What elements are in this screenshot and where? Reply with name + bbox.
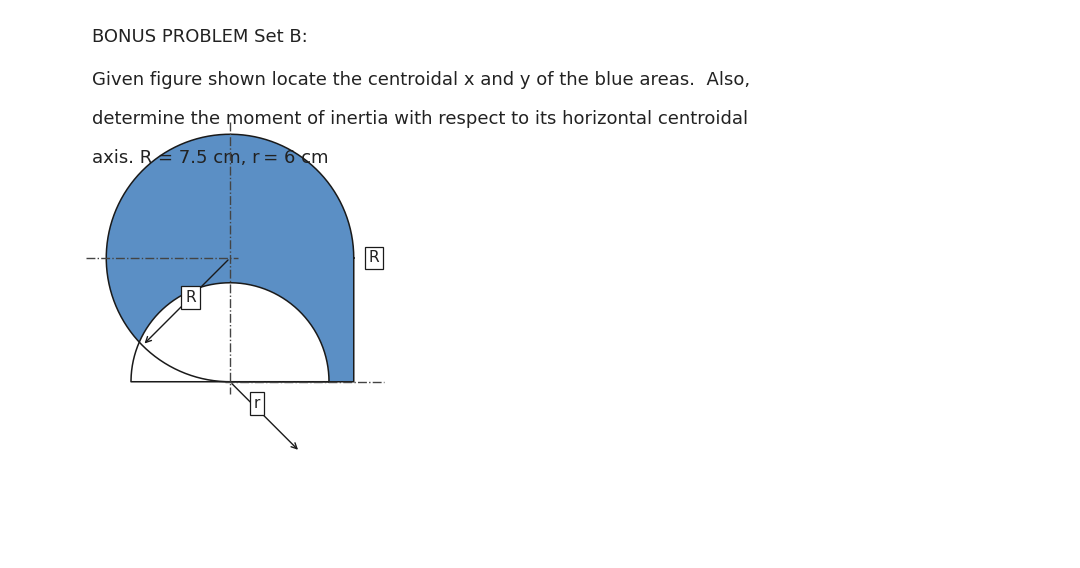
Text: BONUS PROBLEM Set B:: BONUS PROBLEM Set B: [92, 28, 308, 46]
Text: axis. R = 7.5 cm, r = 6 cm: axis. R = 7.5 cm, r = 6 cm [92, 149, 328, 167]
Text: r: r [254, 396, 260, 411]
Text: R: R [186, 290, 195, 305]
Text: Given figure shown locate the centroidal x and y of the blue areas.  Also,: Given figure shown locate the centroidal… [92, 71, 751, 89]
Text: R: R [368, 250, 379, 265]
Polygon shape [131, 283, 329, 382]
Text: determine the moment of inertia with respect to its horizontal centroidal: determine the moment of inertia with res… [92, 110, 748, 128]
Polygon shape [106, 134, 354, 382]
